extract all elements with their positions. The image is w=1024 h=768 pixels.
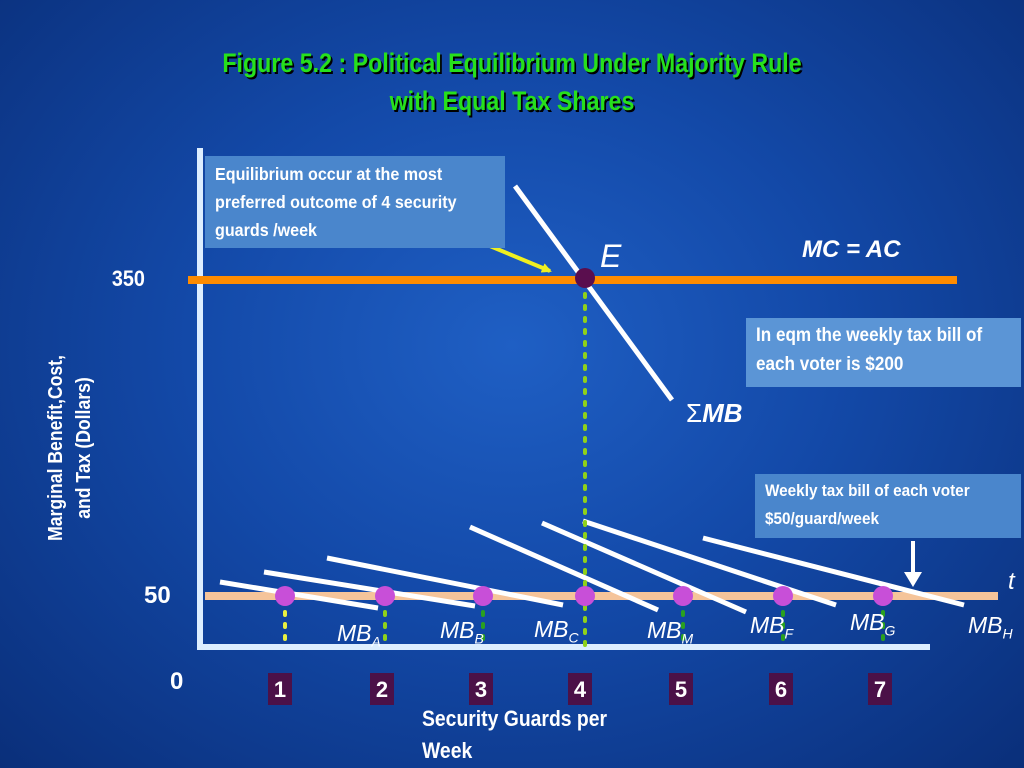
x-axis-label: Security Guards per Week	[422, 703, 607, 767]
mb-label-h-sub: H	[1002, 625, 1013, 642]
mb-curve-f	[541, 520, 747, 615]
title-line-2: with Equal Tax Shares	[389, 86, 635, 116]
equilibrium-callout: Equilibrium occur at the most preferred …	[205, 156, 505, 248]
equilibrium-callout-text: Equilibrium occur at the most preferred …	[215, 164, 457, 240]
y-tick-350: 350	[111, 266, 145, 291]
tax-line-label: t	[1008, 568, 1015, 595]
title-line-1: Figure 5.2 : Political Equilibrium Under…	[222, 48, 802, 78]
tax-point-4	[575, 586, 595, 606]
mb-curve-c	[326, 555, 564, 608]
equilibrium-label: E	[600, 238, 622, 274]
origin-label: 0	[170, 668, 184, 695]
mb-label-a-sub: A	[371, 633, 381, 650]
x-tick-5: 5	[669, 673, 693, 705]
tax-rate-callout-text: Weekly tax bill of each voter $50/guard/…	[765, 481, 970, 528]
mb-label-f: MBF	[750, 612, 793, 642]
mb-label-g-sub: G	[884, 622, 896, 639]
x-axis-label-line-2: Week	[422, 738, 473, 763]
x-tick-3: 3	[469, 673, 493, 705]
y-axis-label: Marginal Benefit,Cost, and Tax (Dollars)	[42, 268, 98, 628]
mb-label-a: MBA	[337, 620, 381, 650]
mb-label-f-base: MB	[750, 612, 785, 638]
sigma-symbol: Σ	[686, 398, 703, 428]
sum-mb-line	[512, 184, 675, 402]
mb-label-h: MBH	[968, 612, 1013, 642]
mb-label-m-base: MB	[647, 617, 682, 643]
x-axis-label-line-1: Security Guards per	[422, 706, 608, 731]
mb-curve-b	[263, 569, 476, 609]
mc-ac-label: MC = AC	[802, 236, 901, 263]
sum-mb-label: ΣMB	[686, 398, 743, 429]
equilibrium-point	[575, 268, 595, 288]
tax-point-3	[473, 586, 493, 606]
x-tick-1: 1	[268, 673, 292, 705]
tax-point-2	[375, 586, 395, 606]
mb-label-m-sub: M	[681, 630, 694, 647]
mb-curve-a	[219, 579, 379, 611]
mb-curve-g	[582, 518, 837, 608]
tax-point-7	[873, 586, 893, 606]
mb-label-a-base: MB	[337, 620, 372, 646]
tax-intersections	[275, 586, 893, 606]
mb-label-b: MBB	[440, 617, 484, 647]
mb-label-h-base: MB	[968, 612, 1003, 638]
x-tick-4: 4	[568, 673, 592, 705]
mb-label-m: MBM	[647, 617, 693, 647]
x-tick-2: 2	[370, 673, 394, 705]
tax-point-5	[673, 586, 693, 606]
y-axis-label-line-1: Marginal Benefit,Cost,	[45, 355, 67, 541]
mb-label-c: MBC	[534, 616, 579, 646]
tax-eqm-callout-text: In eqm the weekly tax bill of each voter…	[756, 325, 983, 375]
mb-label-b-base: MB	[440, 617, 475, 643]
page-title: Figure 5.2 : Political Equilibrium Under…	[0, 44, 1024, 120]
mb-label-c-base: MB	[534, 616, 569, 642]
mb-label-c-sub: C	[568, 629, 579, 646]
tax-point-6	[773, 586, 793, 606]
y-axis-label-line-2: and Tax (Dollars)	[73, 377, 95, 519]
x-tick-6: 6	[769, 673, 793, 705]
sum-mb-text: MB	[702, 398, 743, 428]
mb-label-g-base: MB	[850, 609, 885, 635]
x-tick-7: 7	[868, 673, 892, 705]
mb-label-f-sub: F	[784, 625, 794, 642]
y-tick-50: 50	[144, 582, 171, 609]
mb-label-b-sub: B	[474, 630, 484, 647]
tax-point-1	[275, 586, 295, 606]
tax-eqm-callout: In eqm the weekly tax bill of each voter…	[746, 318, 1021, 387]
mb-curves	[219, 518, 965, 615]
mb-curve-h	[702, 535, 965, 608]
mb-curve-m	[468, 524, 660, 613]
mb-label-g: MBG	[850, 609, 895, 639]
tax-rate-callout: Weekly tax bill of each voter $50/guard/…	[755, 474, 1021, 538]
tax-rate-arrow-head	[904, 572, 922, 587]
